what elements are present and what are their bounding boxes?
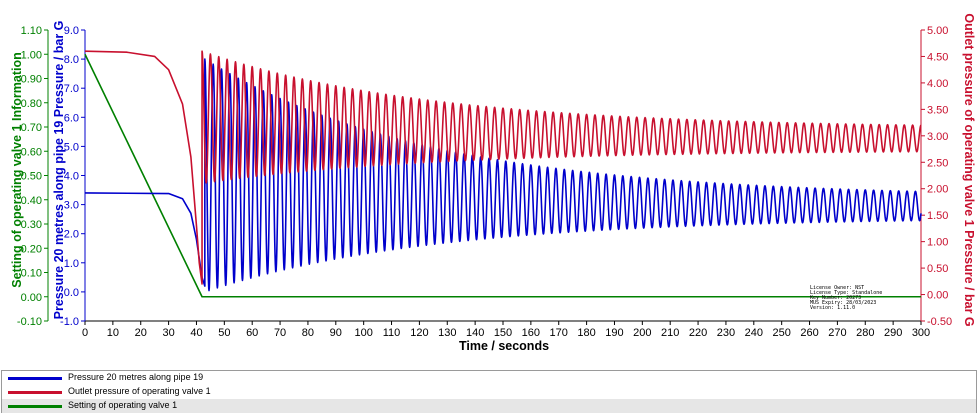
axes-layer: 0 10 20 30 40 50 60 70 80 90 100 110 120 130 140 150 160…	[17, 25, 952, 339]
green-tick-label: 1.10	[21, 25, 42, 37]
red-tick-label: 4.00	[927, 78, 948, 90]
green-tick-label: 0.50	[21, 171, 42, 183]
red-tick-label: 0.50	[927, 263, 948, 275]
license-line: Key Number: 20273	[810, 295, 861, 301]
blue-tick-label: 3.0	[64, 200, 79, 212]
x-tick-label: 70	[274, 327, 286, 339]
green-tick-label: 0.20	[21, 243, 42, 255]
x-tick-label: 120	[410, 327, 428, 339]
red-tick-label: -0.50	[927, 316, 952, 328]
green-tick-label: 0.70	[21, 122, 42, 134]
green-tick-label: 0.40	[21, 195, 42, 207]
license-line: MUS Expiry: 28/03/2023	[810, 300, 876, 306]
license-box: License Owner: NST License Type: Standal…	[810, 285, 882, 311]
red-tick-label: 3.00	[927, 131, 948, 143]
x-tick-label: 110	[383, 327, 401, 339]
red-tick-label: 2.50	[927, 157, 948, 169]
blue-tick-label: 7.0	[64, 83, 79, 95]
red-tick-label: 5.00	[927, 25, 948, 37]
blue-tick-label: 9.0	[64, 25, 79, 37]
x-tick-label: 60	[246, 327, 258, 339]
x-tick-label: 240	[745, 327, 763, 339]
series-layer	[84, 50, 922, 298]
chart-legend: Pressure 20 metres along pipe 19 Outlet …	[1, 370, 977, 413]
green-tick-label: 1.00	[21, 49, 42, 61]
red-tick-label: 4.50	[927, 51, 948, 63]
x-tick-label: 150	[494, 327, 512, 339]
green-tick-label: 0.10	[21, 268, 42, 280]
x-tick-label: 170	[550, 327, 568, 339]
x-tick-label: 50	[218, 327, 230, 339]
green-tick-label: 0.90	[21, 74, 42, 86]
x-tick-label: 270	[828, 327, 846, 339]
x-tick-label: 140	[466, 327, 484, 339]
x-tick-label: 290	[884, 327, 902, 339]
x-tick-label: 130	[438, 327, 456, 339]
legend-label: Setting of operating valve 1	[68, 400, 178, 410]
legend-item-red-outlet[interactable]: Outlet pressure of operating valve 1	[2, 385, 976, 399]
x-tick-label: 260	[800, 327, 818, 339]
blue-tick-label: 4.0	[64, 171, 79, 183]
license-line: License Type: Standalone	[810, 290, 882, 296]
red-tick-label: 3.50	[927, 104, 948, 116]
x-tick-label: 10	[107, 327, 119, 339]
legend-swatch-red	[8, 391, 62, 394]
x-tick-label: 20	[135, 327, 147, 339]
green-tick-label: 0.60	[21, 146, 42, 158]
x-tick-label: 90	[330, 327, 342, 339]
red-axis-title: Outlet pressure of operating valve 1 Pre…	[962, 13, 976, 326]
legend-label: Outlet pressure of operating valve 1	[68, 386, 211, 396]
green-tick-label: -0.10	[17, 316, 42, 328]
x-tick-label: 210	[661, 327, 679, 339]
blue-tick-label: 2.0	[64, 229, 79, 241]
blue-tick-label: 5.0	[64, 141, 79, 153]
chart-plot: 0 10 20 30 40 50 60 70 80 90 100 110 120 130 140 150 160…	[10, 13, 976, 353]
red-tick-label: 0.00	[927, 290, 948, 302]
x-tick-label: 30	[162, 327, 174, 339]
x-tick-label: 40	[190, 327, 202, 339]
red-tick-label: 2.00	[927, 184, 948, 196]
x-tick-label: 280	[856, 327, 874, 339]
x-tick-label: 300	[912, 327, 930, 339]
legend-item-green-valve[interactable]: Setting of operating valve 1	[2, 399, 976, 413]
x-tick-label: 180	[577, 327, 595, 339]
x-tick-label: 200	[633, 327, 651, 339]
blue-tick-label: -1.0	[60, 316, 79, 328]
series-line-red	[84, 50, 922, 285]
x-tick-label: 250	[772, 327, 790, 339]
legend-label: Pressure 20 metres along pipe 19	[68, 372, 204, 382]
blue-tick-label: 6.0	[64, 112, 79, 124]
x-tick-label: 80	[302, 327, 314, 339]
license-line: Version: 1.11.0	[810, 305, 855, 311]
green-axis-title: Setting of operating valve 1 Information	[10, 52, 24, 287]
license-line: License Owner: NST	[810, 285, 864, 291]
series-line-green	[84, 53, 921, 298]
x-axis-title: Time / seconds	[459, 339, 549, 353]
blue-tick-label: 0.0	[64, 287, 79, 299]
x-tick-label: 0	[82, 327, 88, 339]
red-tick-label: 1.50	[927, 210, 948, 222]
blue-axis-title: Pressure 20 metres along pipe 19 Pressur…	[52, 21, 66, 320]
x-tick-label: 160	[522, 327, 540, 339]
blue-tick-label: 1.0	[64, 258, 79, 270]
series-line-blue	[84, 58, 922, 292]
x-tick-label: 190	[605, 327, 623, 339]
x-tick-label: 100	[354, 327, 372, 339]
green-tick-label: 0.00	[21, 292, 42, 304]
green-tick-label: 0.80	[21, 98, 42, 110]
x-tick-label: 220	[689, 327, 707, 339]
green-tick-label: 0.30	[21, 219, 42, 231]
legend-swatch-green	[8, 405, 62, 408]
red-tick-label: 1.00	[927, 237, 948, 249]
legend-item-blue-pressure[interactable]: Pressure 20 metres along pipe 19	[2, 371, 976, 385]
x-tick-label: 230	[717, 327, 735, 339]
legend-swatch-blue	[8, 377, 62, 380]
blue-tick-label: 8.0	[64, 54, 79, 66]
